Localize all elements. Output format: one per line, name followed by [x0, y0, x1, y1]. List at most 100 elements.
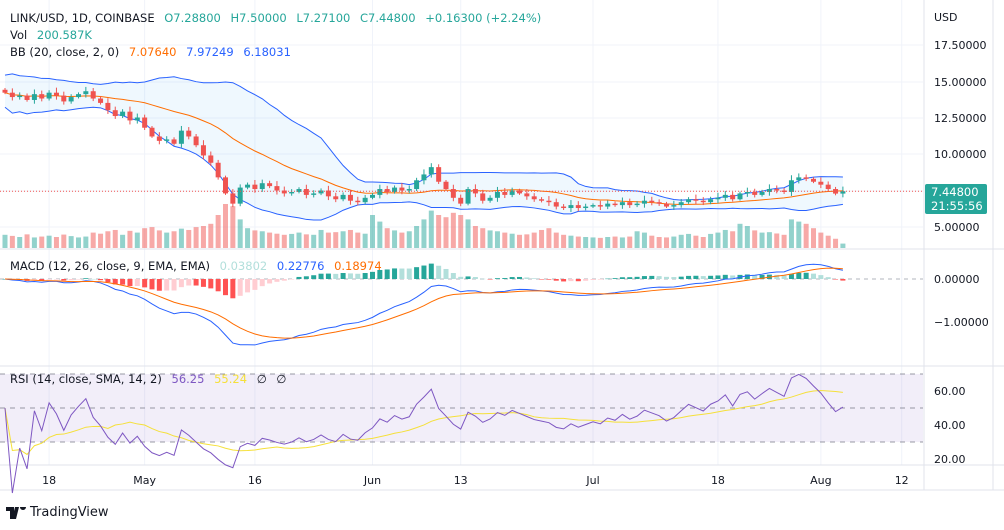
volume-bar — [414, 226, 420, 248]
macd-histogram-bar — [730, 275, 736, 279]
candle-body — [524, 193, 530, 197]
volume-bar — [605, 237, 611, 248]
candle-body — [267, 183, 273, 187]
candle-body — [627, 202, 633, 206]
macd-histogram-bar — [546, 279, 552, 280]
volume-bar — [678, 234, 684, 248]
candle-body — [465, 189, 471, 204]
volume-bar — [237, 219, 243, 248]
macd-histogram-bar — [509, 277, 515, 279]
last-price: 7.44800 — [931, 185, 979, 199]
candle-body — [502, 191, 508, 195]
macd-histogram-bar — [318, 273, 324, 279]
macd-histogram-bar — [178, 279, 184, 288]
macd-histogram-bar — [281, 279, 287, 281]
candle-body — [105, 102, 111, 111]
volume-bar — [274, 233, 280, 248]
macd-histogram-bar — [539, 279, 545, 280]
macd-histogram-bar — [186, 279, 192, 286]
volume-bar — [428, 210, 434, 248]
volume-bar — [730, 231, 736, 248]
macd-histogram-bar — [414, 267, 420, 279]
volume-bar — [399, 232, 405, 248]
candle-body — [487, 197, 493, 201]
macd-histogram-bar — [156, 279, 162, 291]
volume-bar — [759, 232, 765, 248]
macd-legend: MACD (12, 26, close, 9, EMA, EMA) 0.0380… — [10, 259, 388, 273]
rsi-label[interactable]: RSI (14, close, SMA, 14, 2) — [10, 372, 162, 386]
candle-body — [436, 167, 442, 182]
volume-bar — [9, 235, 15, 248]
candle-body — [414, 180, 420, 190]
bar-countdown: 21:55:56 — [931, 199, 983, 213]
candle-body — [61, 95, 67, 102]
bb-fill — [5, 73, 843, 220]
volume-bar — [788, 219, 794, 248]
macd-histogram-bar — [112, 279, 118, 285]
candle-body — [693, 199, 699, 201]
volume-bar — [53, 237, 59, 248]
macd-histogram-bar — [502, 278, 508, 279]
candle-body — [53, 92, 59, 96]
volume-bar — [443, 217, 449, 248]
volume-bar — [223, 204, 228, 248]
volume-bar — [296, 232, 302, 248]
bb-lower-value: 6.18031 — [243, 45, 291, 59]
macd-histogram-bar — [833, 279, 839, 280]
volume-bar — [333, 232, 339, 248]
volume-bar — [546, 228, 552, 248]
macd-histogram-bar — [289, 279, 295, 280]
time-tick: May — [133, 474, 157, 487]
candle-body — [833, 189, 839, 194]
symbol-legend: LINK/USD, 1D, COINBASE O7.28800 H7.50000… — [10, 11, 547, 25]
macd-histogram-bar — [31, 279, 37, 281]
bb-label[interactable]: BB (20, close, 2, 0) — [10, 45, 120, 59]
volume-bar — [384, 228, 390, 248]
volume-bar — [568, 235, 574, 248]
candle-body — [230, 193, 236, 204]
macd-histogram-bar — [90, 278, 96, 280]
macd-histogram-bar — [472, 277, 478, 279]
candle-body — [664, 203, 669, 207]
candle-body — [708, 199, 714, 203]
volume-label[interactable]: Vol — [10, 28, 28, 42]
volume-bar — [480, 228, 486, 248]
macd-histogram-bar — [164, 279, 170, 291]
symbol-title[interactable]: LINK/USD, 1D, COINBASE — [10, 11, 155, 25]
candle-body — [700, 200, 706, 203]
candle-body — [347, 194, 353, 201]
macd-histogram-bar — [494, 278, 500, 279]
price-tick: 15.00000 — [934, 76, 987, 89]
candle-body — [590, 205, 596, 207]
volume-bar — [825, 235, 831, 248]
tradingview-logo[interactable]: TradingView — [6, 505, 109, 520]
candle-body — [744, 191, 750, 194]
candle-body — [634, 203, 640, 206]
volume-bar — [186, 229, 192, 248]
macd-histogram-bar — [671, 277, 677, 279]
price-tick: 5.00000 — [934, 221, 980, 234]
macd-histogram-bar — [612, 278, 618, 279]
volume-bar — [612, 236, 618, 248]
candle-body — [561, 206, 567, 209]
volume-bar — [61, 234, 67, 248]
macd-histogram-bar — [311, 275, 317, 279]
volume-bar — [465, 219, 471, 248]
volume-bar — [347, 229, 353, 248]
volume-bar — [539, 229, 545, 248]
macd-histogram-bar — [531, 278, 537, 279]
macd-histogram-bar — [788, 274, 794, 279]
volume-bar — [311, 234, 317, 248]
volume-bar — [24, 234, 30, 248]
macd-label[interactable]: MACD (12, 26, close, 9, EMA, EMA) — [10, 259, 210, 273]
candle-body — [450, 189, 456, 198]
macd-histogram-bar — [127, 279, 133, 287]
time-tick: 13 — [453, 474, 468, 487]
volume-bar — [303, 234, 309, 248]
macd-histogram-bar — [686, 275, 692, 279]
candle-body — [737, 193, 743, 200]
candle-body — [656, 202, 662, 204]
candle-body — [83, 91, 89, 95]
macd-histogram-bar — [46, 279, 52, 280]
